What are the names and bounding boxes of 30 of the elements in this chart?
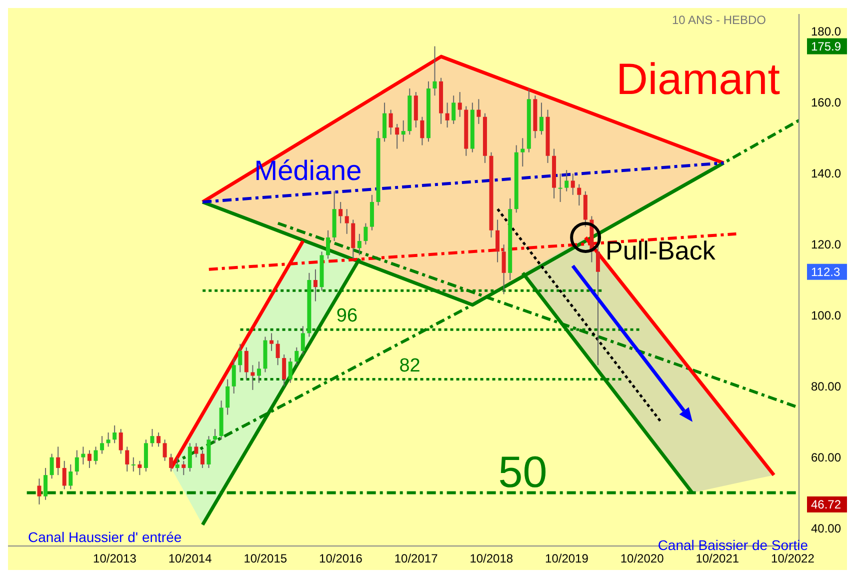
y-tick-label: 100.0 [811, 308, 842, 322]
x-tick-label: 10/2014 [168, 552, 212, 566]
chart-subtitle: 10 ANS - HEBDO [672, 13, 766, 27]
y-tick-label: 160.0 [811, 96, 842, 110]
x-tick-label: 10/2017 [394, 552, 438, 566]
annotation: 82 [399, 355, 420, 376]
y-tick-label: 180.0 [811, 24, 842, 39]
y-tick-label: 120.0 [811, 238, 842, 252]
x-tick-label: 10/2013 [93, 552, 137, 566]
x-tick-label: 10/2021 [696, 552, 740, 566]
x-tick-label: 10/2022 [771, 552, 815, 566]
x-tick-label: 10/2019 [545, 552, 589, 566]
annotation: 50 [498, 448, 548, 497]
y-tick-label: 60.00 [811, 450, 842, 464]
annotation: Canal Haussier d' entrée [28, 529, 182, 545]
y-tick-label: 80.00 [811, 379, 842, 394]
y-tick-label: 140.0 [811, 166, 842, 181]
y-tick-label: 112.3 [811, 264, 840, 279]
annotation: Médiane [254, 155, 362, 186]
annotation: Pull-Back [606, 235, 716, 266]
annotation: Canal Baissier de Sortie [658, 537, 808, 553]
y-tick-label: 46.72 [811, 497, 842, 512]
annotation: 96 [336, 306, 358, 327]
y-tick-label: 175.9 [811, 39, 842, 54]
x-tick-label: 10/2015 [244, 552, 288, 566]
x-tick-label: 10/2020 [620, 552, 664, 566]
y-tick-label: 40.00 [811, 521, 842, 536]
x-tick-label: 10/2016 [319, 552, 363, 566]
annotation: Diamant [616, 55, 780, 104]
x-tick-label: 10/2018 [470, 552, 514, 566]
